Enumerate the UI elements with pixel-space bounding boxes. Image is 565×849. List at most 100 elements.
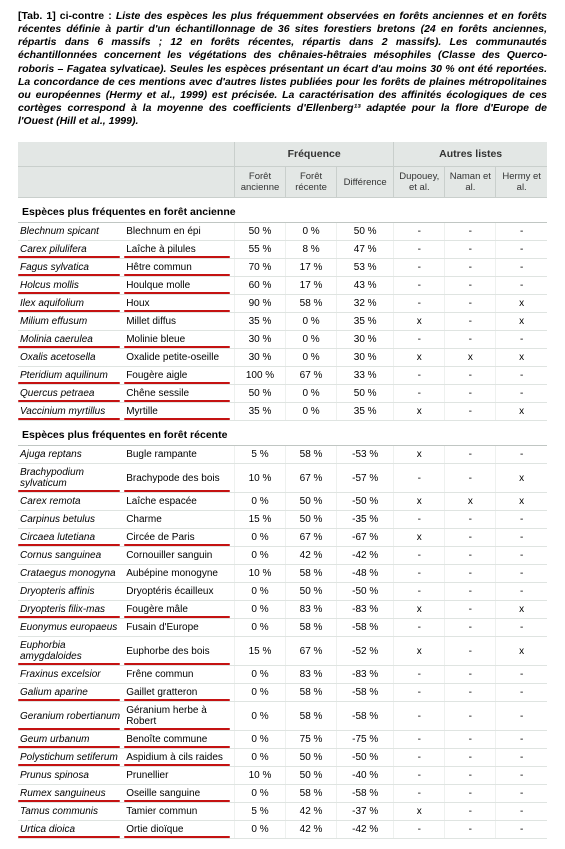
cell-vern: Tamier commun <box>124 803 234 821</box>
cell-latin: Ajuga reptans <box>18 446 124 464</box>
cell-fr: 58 % <box>286 702 337 731</box>
cell-latin: Ilex aquifolium <box>18 295 124 313</box>
cell-h: - <box>496 241 547 259</box>
cell-diff: -37 % <box>337 803 394 821</box>
caption-body: Liste des espèces les plus fréquemment o… <box>18 10 547 127</box>
cell-n: x <box>445 349 496 367</box>
header-col-fa: Forêt ancienne <box>234 167 285 198</box>
cell-d: x <box>394 493 445 511</box>
cell-n: - <box>445 385 496 403</box>
cell-n: - <box>445 511 496 529</box>
cell-vern: Bugle rampante <box>124 446 234 464</box>
cell-n: - <box>445 223 496 241</box>
cell-vern: Laîche à pilules <box>124 241 234 259</box>
cell-fa: 0 % <box>234 749 285 767</box>
cell-h: - <box>496 259 547 277</box>
cell-n: - <box>445 767 496 785</box>
cell-vern: Benoîte commune <box>124 731 234 749</box>
cell-latin: Euphorbia amygdaloides <box>18 637 124 666</box>
cell-h: - <box>496 583 547 601</box>
cell-fr: 0 % <box>286 403 337 421</box>
table-row: Dryopteris affinisDryoptéris écailleux0 … <box>18 583 547 601</box>
header-col-her: Hermy et al. <box>496 167 547 198</box>
cell-d: - <box>394 464 445 493</box>
cell-d: x <box>394 803 445 821</box>
cell-fa: 10 % <box>234 464 285 493</box>
cell-d: x <box>394 446 445 464</box>
table-row: Vaccinium myrtillusMyrtille35 %0 %35 %x-… <box>18 403 547 421</box>
cell-fr: 50 % <box>286 767 337 785</box>
cell-vern: Laîche espacée <box>124 493 234 511</box>
cell-fa: 5 % <box>234 803 285 821</box>
cell-d: - <box>394 583 445 601</box>
cell-vern: Blechnum en épi <box>124 223 234 241</box>
cell-vern: Fusain d'Europe <box>124 619 234 637</box>
cell-vern: Oseille sanguine <box>124 785 234 803</box>
species-table: Fréquence Autres listes Forêt ancienne F… <box>18 142 547 839</box>
cell-h: - <box>496 821 547 839</box>
cell-latin: Molinia caerulea <box>18 331 124 349</box>
cell-d: - <box>394 731 445 749</box>
cell-vern: Prunellier <box>124 767 234 785</box>
cell-n: - <box>445 821 496 839</box>
table-row: Molinia caeruleaMolinie bleue30 %0 %30 %… <box>18 331 547 349</box>
cell-fr: 42 % <box>286 547 337 565</box>
cell-n: - <box>445 666 496 684</box>
cell-d: - <box>394 749 445 767</box>
cell-n: - <box>445 277 496 295</box>
section-ancient-title: Espèces plus fréquentes en forêt ancienn… <box>18 198 547 223</box>
table-row: Urtica dioicaOrtie dioïque0 %42 %-42 %--… <box>18 821 547 839</box>
cell-fr: 67 % <box>286 529 337 547</box>
cell-diff: -42 % <box>337 821 394 839</box>
cell-fr: 67 % <box>286 637 337 666</box>
cell-fa: 0 % <box>234 666 285 684</box>
cell-n: - <box>445 637 496 666</box>
cell-d: - <box>394 666 445 684</box>
cell-n: - <box>445 367 496 385</box>
cell-h: - <box>496 731 547 749</box>
cell-diff: 53 % <box>337 259 394 277</box>
cell-fr: 50 % <box>286 511 337 529</box>
cell-n: - <box>445 684 496 702</box>
cell-n: - <box>445 403 496 421</box>
table-row: Rumex sanguineusOseille sanguine0 %58 %-… <box>18 785 547 803</box>
table-row: Geum urbanumBenoîte commune0 %75 %-75 %-… <box>18 731 547 749</box>
cell-h: - <box>496 385 547 403</box>
cell-n: - <box>445 731 496 749</box>
cell-h: - <box>496 547 547 565</box>
cell-fr: 50 % <box>286 749 337 767</box>
cell-n: - <box>445 565 496 583</box>
cell-d: - <box>394 684 445 702</box>
cell-fr: 0 % <box>286 385 337 403</box>
cell-fr: 42 % <box>286 821 337 839</box>
table-row: Brachypodium sylvaticumBrachypode des bo… <box>18 464 547 493</box>
cell-diff: 47 % <box>337 241 394 259</box>
cell-d: - <box>394 565 445 583</box>
cell-d: x <box>394 529 445 547</box>
cell-fa: 35 % <box>234 313 285 331</box>
cell-d: - <box>394 702 445 731</box>
cell-fa: 100 % <box>234 367 285 385</box>
cell-diff: 43 % <box>337 277 394 295</box>
cell-latin: Dryopteris filix-mas <box>18 601 124 619</box>
table-row: Carex piluliferaLaîche à pilules55 %8 %4… <box>18 241 547 259</box>
cell-h: x <box>496 313 547 331</box>
cell-latin: Vaccinium myrtillus <box>18 403 124 421</box>
cell-latin: Polystichum setiferum <box>18 749 124 767</box>
cell-n: - <box>445 529 496 547</box>
cell-vern: Cornouiller sanguin <box>124 547 234 565</box>
cell-d: x <box>394 601 445 619</box>
header-group-other-lists: Autres listes <box>394 142 547 167</box>
section-recent-title: Espèces plus fréquentes en forêt récente <box>18 421 547 446</box>
table-row: Prunus spinosaPrunellier10 %50 %-40 %--- <box>18 767 547 785</box>
table-row: Euonymus europaeusFusain d'Europe0 %58 %… <box>18 619 547 637</box>
table-row: Pteridium aquilinumFougère aigle100 %67 … <box>18 367 547 385</box>
cell-h: - <box>496 684 547 702</box>
cell-n: - <box>445 785 496 803</box>
cell-d: - <box>394 767 445 785</box>
cell-d: - <box>394 295 445 313</box>
cell-latin: Circaea lutetiana <box>18 529 124 547</box>
cell-latin: Geum urbanum <box>18 731 124 749</box>
cell-latin: Quercus petraea <box>18 385 124 403</box>
cell-d: - <box>394 259 445 277</box>
